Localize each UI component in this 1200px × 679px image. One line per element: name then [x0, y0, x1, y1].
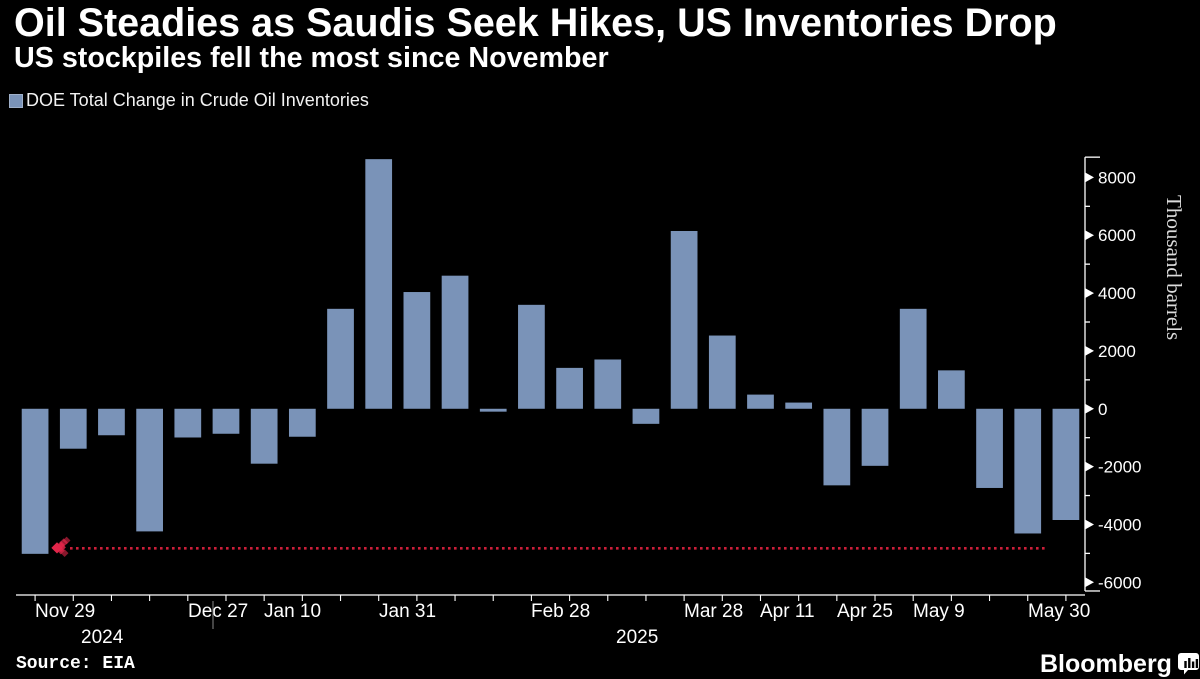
svg-text:2000: 2000: [1098, 342, 1136, 361]
svg-text:-2000: -2000: [1098, 458, 1141, 477]
svg-text:6000: 6000: [1098, 226, 1136, 245]
svg-text:-4000: -4000: [1098, 515, 1141, 534]
svg-text:0: 0: [1098, 400, 1107, 419]
svg-text:4000: 4000: [1098, 284, 1136, 303]
svg-text:8000: 8000: [1098, 168, 1136, 187]
svg-text:-6000: -6000: [1098, 573, 1141, 592]
